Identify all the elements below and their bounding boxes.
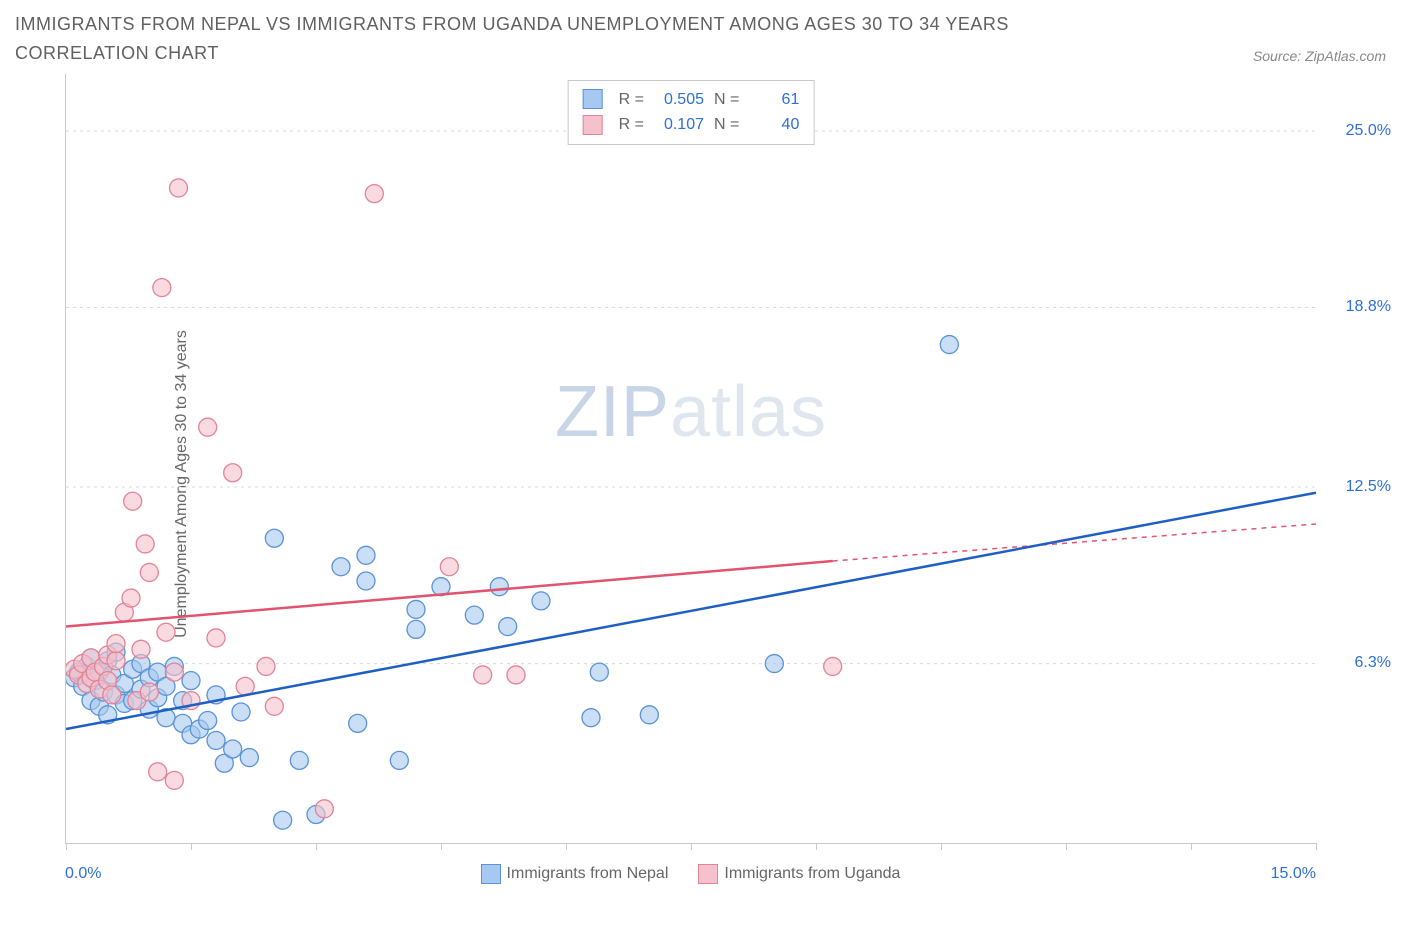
swatch-uganda: [583, 115, 603, 135]
legend-label-uganda: Immigrants from Uganda: [724, 865, 900, 883]
x-tick: [1316, 843, 1317, 850]
chart-title: IMMIGRANTS FROM NEPAL VS IMMIGRANTS FROM…: [15, 10, 1115, 68]
y-tick-label: 25.0%: [1321, 122, 1391, 140]
n-label: N =: [714, 112, 739, 138]
legend-label-nepal: Immigrants from Nepal: [507, 865, 669, 883]
stats-row-uganda: R = 0.107 N = 40: [583, 112, 800, 138]
stats-legend-box: R = 0.505 N = 61 R = 0.107 N = 40: [568, 80, 815, 145]
x-tick: [191, 843, 192, 850]
r-value-uganda: 0.107: [654, 112, 704, 138]
plot-wrap: Unemployment Among Ages 30 to 34 years Z…: [10, 74, 1396, 894]
n-label: N =: [714, 87, 739, 113]
x-tick: [441, 843, 442, 850]
chart-container: IMMIGRANTS FROM NEPAL VS IMMIGRANTS FROM…: [10, 10, 1396, 920]
x-tick: [816, 843, 817, 850]
x-tick: [1191, 843, 1192, 850]
r-value-nepal: 0.505: [654, 87, 704, 113]
swatch-nepal: [481, 864, 501, 884]
x-tick: [941, 843, 942, 850]
legend-item-uganda: Immigrants from Uganda: [698, 864, 900, 884]
x-tick: [66, 843, 67, 850]
plot-svg: [66, 74, 1316, 843]
x-tick: [691, 843, 692, 850]
r-label: R =: [619, 112, 644, 138]
n-value-uganda: 40: [749, 112, 799, 138]
y-tick-label: 6.3%: [1321, 654, 1391, 672]
x-min-label: 0.0%: [65, 865, 101, 883]
source-attribution: Source: ZipAtlas.com: [1253, 48, 1386, 68]
legend-item-nepal: Immigrants from Nepal: [481, 864, 669, 884]
title-row: IMMIGRANTS FROM NEPAL VS IMMIGRANTS FROM…: [10, 10, 1396, 68]
stats-row-nepal: R = 0.505 N = 61: [583, 87, 800, 113]
x-axis-row: 0.0% Immigrants from Nepal Immigrants fr…: [65, 854, 1316, 894]
plot-area: ZIPatlas R = 0.505 N = 61 R = 0.107 N = …: [65, 74, 1316, 844]
swatch-uganda: [698, 864, 718, 884]
swatch-nepal: [583, 89, 603, 109]
x-tick: [566, 843, 567, 850]
x-tick: [316, 843, 317, 850]
x-max-label: 15.0%: [1271, 865, 1316, 883]
y-tick-label: 12.5%: [1321, 478, 1391, 496]
y-tick-label: 18.8%: [1321, 298, 1391, 316]
n-value-nepal: 61: [749, 87, 799, 113]
x-tick: [1066, 843, 1067, 850]
r-label: R =: [619, 87, 644, 113]
